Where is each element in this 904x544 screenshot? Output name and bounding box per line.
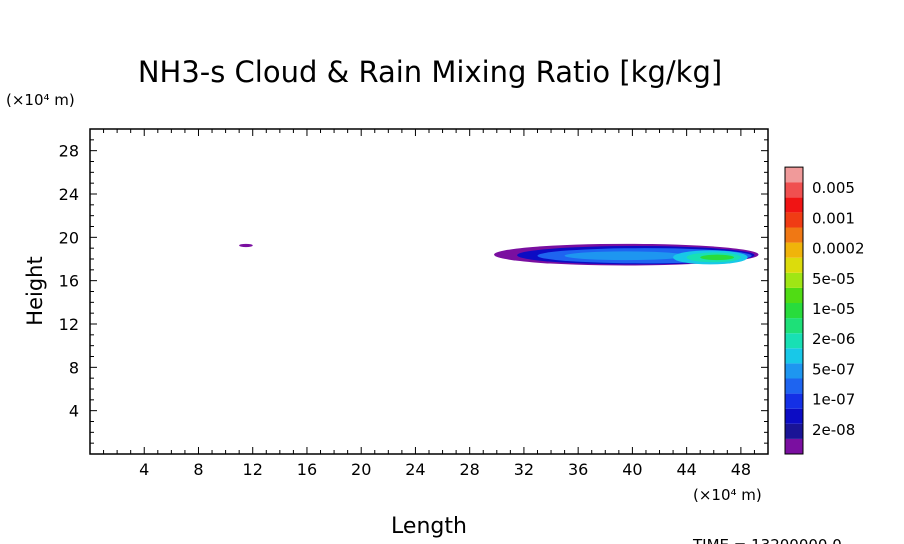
colorbar-label: 1e-05 [812,300,855,318]
y-axis-label: Height [23,256,47,325]
y-tick-label: 16 [59,272,79,291]
colorbar-swatch-1 [785,423,803,439]
x-tick-label: 12 [243,460,263,479]
colorbar-swatch-18 [785,167,803,183]
x-tick-label: 20 [351,460,371,479]
colorbar-frame [784,166,804,455]
plot-frame [89,128,769,455]
field-region-7 [700,254,735,261]
x-tick-label: 44 [676,460,696,479]
y-tick-label: 20 [59,228,79,247]
time-label: TIME = 13200000.0 [692,536,842,544]
colorbar-swatch-7 [785,333,803,349]
field-region-0 [239,243,253,248]
colorbar-label: 0.001 [812,209,855,227]
colorbar-swatch-8 [785,318,803,334]
y-tick-label: 8 [69,358,79,377]
colorbar-swatch-12 [785,257,803,273]
y-axis-unit: (×10⁴ m) [6,91,75,109]
colorbar-swatch-16 [785,197,803,213]
colorbar-swatch-5 [785,363,803,379]
x-tick-label: 40 [622,460,642,479]
x-tick-label: 24 [405,460,425,479]
colorbar-swatch-6 [785,348,803,364]
colorbar-swatch-4 [785,378,803,394]
colorbar-label: 5e-05 [812,270,855,288]
field-region-4 [564,251,687,261]
colorbar-swatch-9 [785,303,803,319]
colorbar-swatch-10 [785,287,803,303]
colorbar-swatch-0 [785,438,803,454]
x-tick-label: 8 [193,460,203,479]
colorbar-label: 1e-07 [812,391,855,409]
y-tick-label: 12 [59,315,79,334]
chart-title: NH3-s Cloud & Rain Mixing Ratio [kg/kg] [138,55,722,89]
x-tick-label: 4 [139,460,149,479]
colorbar-label: 2e-08 [812,421,855,439]
colorbar-swatch-2 [785,408,803,424]
y-tick-label: 24 [59,185,79,204]
colorbar-swatch-14 [785,227,803,243]
x-tick-label: 48 [731,460,751,479]
colorbar-label: 5e-07 [812,360,855,378]
colorbar-label: 0.005 [812,179,855,197]
y-tick-label: 28 [59,142,79,161]
colorbar-swatch-11 [785,272,803,288]
colorbar-label: 0.0002 [812,240,865,258]
x-axis-label: Length [391,514,467,539]
colorbar-swatch-15 [785,212,803,228]
colorbar: 2e-08 1e-07 5e-07 2e-06 1e-05 5e-05 0.0002 0.00… [784,166,865,455]
colorbar-swatch-13 [785,242,803,258]
colorbar-swatch-17 [785,182,803,198]
colorbar-swatch-3 [785,393,803,409]
x-tick-label: 36 [568,460,588,479]
x-tick-label: 28 [460,460,480,479]
x-tick-label: 32 [514,460,534,479]
colorbar-label: 2e-06 [812,330,855,348]
x-axis-unit: (×10⁴ m) [693,486,762,504]
plot-fields [239,243,759,266]
x-tick-label: 16 [297,460,317,479]
y-tick-label: 4 [69,402,79,421]
